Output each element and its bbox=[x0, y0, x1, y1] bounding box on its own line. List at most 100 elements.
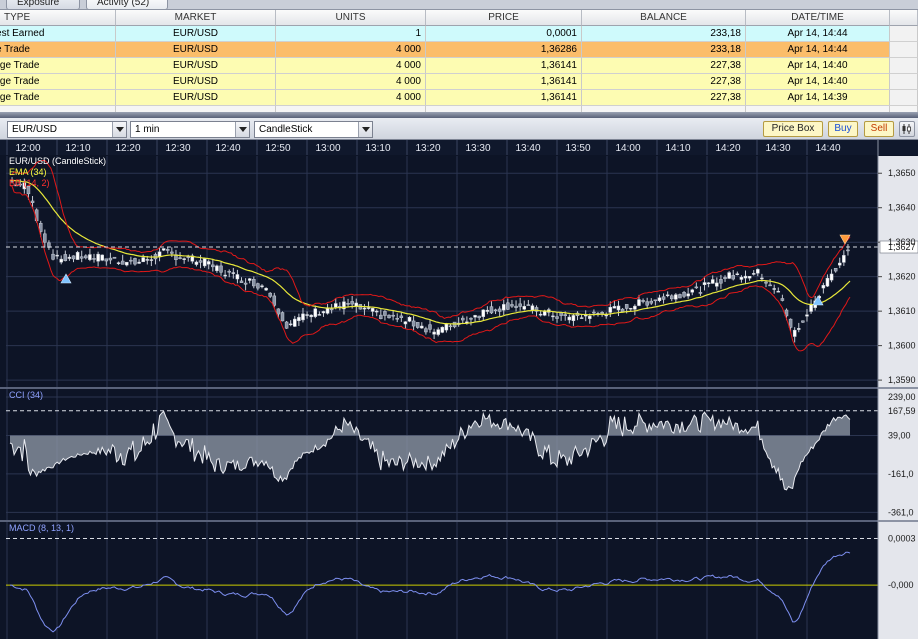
cell-market: EUR/USD bbox=[116, 58, 276, 74]
candle bbox=[563, 314, 567, 317]
candle bbox=[710, 279, 715, 284]
candle bbox=[104, 258, 109, 262]
sell-button[interactable]: Sell bbox=[864, 121, 894, 137]
candle bbox=[293, 318, 297, 327]
col-price[interactable]: PRICE bbox=[426, 10, 582, 26]
candle bbox=[100, 254, 104, 261]
candle bbox=[247, 278, 252, 281]
bb-lower bbox=[9, 185, 851, 352]
panel-splitter[interactable] bbox=[0, 112, 918, 118]
candlestick-icon bbox=[902, 124, 911, 134]
macd-level-label: 0,0003 bbox=[888, 533, 916, 543]
chart-canvas[interactable]: 12:00 12:10 12:20 12:30 12:40 12:50 13:00 13:10… bbox=[0, 140, 918, 639]
candle bbox=[809, 304, 813, 312]
candle bbox=[30, 200, 35, 203]
instrument-select[interactable]: EUR/USD bbox=[7, 121, 127, 138]
price-box-button[interactable]: Price Box bbox=[763, 121, 823, 137]
candle bbox=[481, 309, 486, 317]
time-label: 12:00 bbox=[15, 143, 40, 154]
legend-entry[interactable]: EUR/USD (CandleStick) bbox=[9, 156, 106, 166]
macd-label[interactable]: MACD (8, 13, 1) bbox=[9, 523, 74, 533]
time-label: 14:00 bbox=[615, 143, 640, 154]
candle bbox=[735, 273, 740, 275]
candle bbox=[620, 308, 625, 312]
candle bbox=[334, 303, 338, 308]
time-label: 12:50 bbox=[265, 143, 290, 154]
cci-level-label: 239,00 bbox=[888, 392, 916, 402]
candle bbox=[268, 292, 272, 297]
candle bbox=[743, 275, 748, 279]
candle bbox=[395, 318, 399, 320]
time-label: 13:00 bbox=[315, 143, 340, 154]
candle bbox=[161, 248, 166, 251]
candle bbox=[432, 331, 436, 335]
cell-market: EUR/USD bbox=[116, 26, 276, 42]
candle bbox=[252, 278, 256, 287]
col-datetime[interactable]: DATE/TIME bbox=[746, 10, 890, 26]
legend-entry[interactable]: EMA (34) bbox=[9, 167, 47, 177]
col-balance[interactable]: BALANCE bbox=[582, 10, 746, 26]
chevron-down-icon[interactable] bbox=[235, 122, 249, 137]
time-label: 13:40 bbox=[515, 143, 540, 154]
candle bbox=[612, 306, 617, 309]
buy-marker-icon bbox=[60, 273, 72, 284]
cell-units: 4 000 bbox=[276, 42, 426, 58]
candle bbox=[366, 307, 371, 309]
cell-datetime: Apr 14, 14:40 bbox=[746, 74, 890, 90]
candle bbox=[399, 315, 404, 318]
chart-tools-button[interactable] bbox=[899, 121, 915, 137]
cell-units: 4 000 bbox=[276, 58, 426, 74]
col-market[interactable]: MARKET bbox=[116, 10, 276, 26]
chevron-down-icon[interactable] bbox=[112, 122, 126, 137]
candle bbox=[448, 325, 453, 328]
chevron-down-icon[interactable] bbox=[358, 122, 372, 137]
candle bbox=[379, 314, 383, 319]
candle bbox=[325, 307, 330, 314]
candle bbox=[243, 282, 248, 285]
time-label: 12:20 bbox=[115, 143, 140, 154]
chart-type-select[interactable]: CandleStick bbox=[254, 121, 373, 138]
col-units[interactable]: UNITS bbox=[276, 10, 426, 26]
candle bbox=[18, 183, 22, 186]
price-label: 1,3620 bbox=[888, 272, 916, 282]
empty-cell bbox=[426, 106, 582, 114]
interval-value: 1 min bbox=[135, 124, 160, 135]
candle bbox=[260, 285, 264, 288]
buy-button[interactable]: Buy bbox=[828, 121, 858, 137]
candle bbox=[571, 315, 576, 321]
candle bbox=[846, 249, 850, 252]
cci-label[interactable]: CCI (34) bbox=[9, 390, 43, 400]
current-price-box bbox=[879, 240, 918, 254]
candle bbox=[227, 270, 231, 273]
tab-exposure[interactable]: Exposure bbox=[6, 0, 80, 9]
cci-level-label: 39,00 bbox=[888, 430, 911, 440]
price-chart[interactable]: 12:00 12:10 12:20 12:30 12:40 12:50 13:00 13:10… bbox=[0, 140, 918, 639]
tab-activity[interactable]: Activity (52) bbox=[86, 0, 168, 9]
candle bbox=[149, 259, 154, 261]
activity-table: TYPE MARKET UNITS PRICE BALANCE DATE/TIM… bbox=[0, 10, 918, 114]
candle bbox=[166, 249, 170, 251]
candle bbox=[178, 257, 182, 259]
candle bbox=[633, 305, 637, 310]
cell-price: 1,36141 bbox=[426, 58, 582, 74]
cell-type: Change Trade bbox=[0, 74, 116, 90]
candle bbox=[288, 323, 293, 326]
col-filler bbox=[890, 10, 918, 26]
candle bbox=[694, 286, 699, 289]
col-type[interactable]: TYPE bbox=[0, 10, 116, 26]
candle bbox=[116, 262, 121, 264]
time-label: 14:30 bbox=[765, 143, 790, 154]
chart-toolbar: EUR/USD 1 min CandleStick Price Box Buy … bbox=[0, 118, 918, 140]
interval-select[interactable]: 1 min bbox=[130, 121, 250, 138]
legend-entry[interactable]: BB (14, 2) bbox=[9, 178, 50, 188]
candle bbox=[624, 304, 629, 309]
candle bbox=[321, 311, 326, 314]
time-label: 12:30 bbox=[165, 143, 190, 154]
candle bbox=[780, 298, 785, 301]
